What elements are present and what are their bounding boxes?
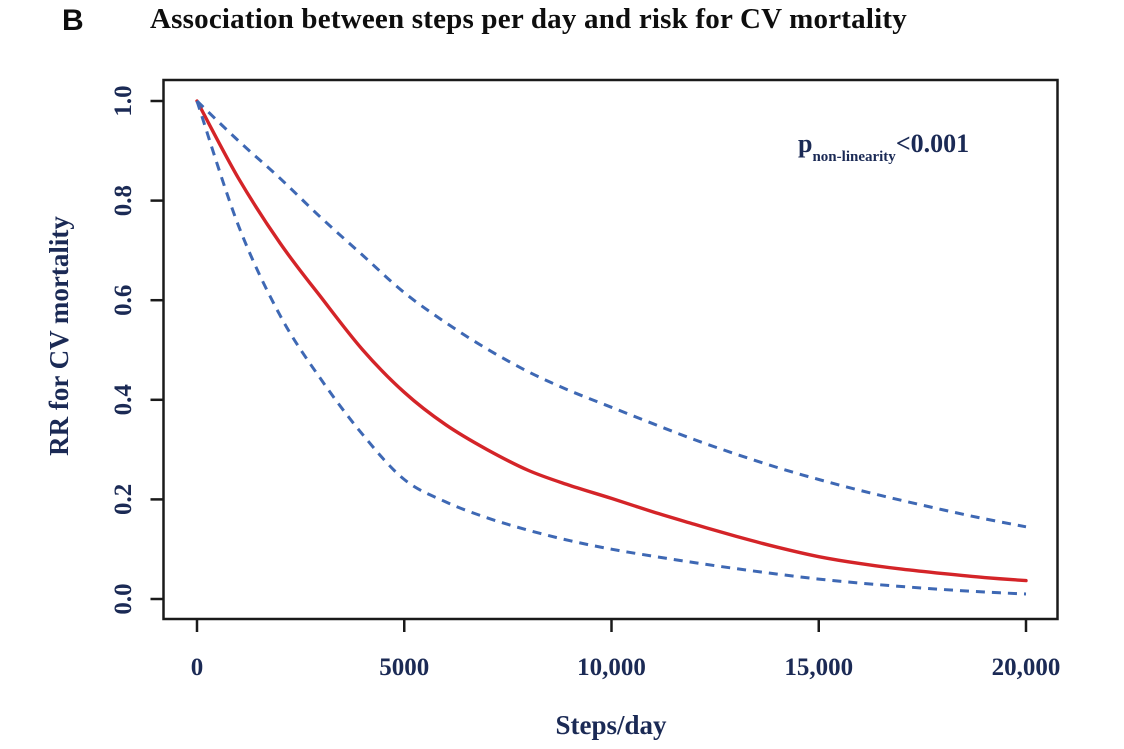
y-tick-label-0.0: 0.0	[110, 583, 137, 614]
annotation-prefix: p	[798, 129, 812, 158]
x-tick-label-0: 0	[191, 654, 204, 681]
y-tick-label-0.8: 0.8	[110, 185, 137, 216]
series-lower-95-ci-line	[195, 100, 1027, 596]
annotation-value: <0.001	[896, 129, 969, 158]
y-tick-label-0.4: 0.4	[110, 384, 137, 416]
plot-frame	[162, 78, 1059, 621]
y-tick-label-1.0: 1.0	[110, 85, 137, 116]
series-rr-point-estimate-line	[195, 99, 1028, 583]
y-tick-label-0.2: 0.2	[110, 484, 137, 515]
panel-label: B	[62, 4, 84, 37]
annotation-subscript: non-linearity	[812, 149, 896, 165]
series-curves	[195, 99, 1028, 596]
x-tick-label-15000: 15,000	[784, 654, 853, 681]
chart-title: Association between steps per day and ri…	[150, 3, 907, 35]
x-tick-label-10000: 10,000	[577, 654, 646, 681]
y-axis-title: RR for CV mortality	[44, 216, 74, 456]
p-nonlinearity-annotation: pnon-linearity<0.001	[798, 129, 969, 165]
x-tick-label-20000: 20,000	[992, 654, 1061, 681]
tick-marks	[150, 99, 1028, 632]
x-tick-label-5000: 5000	[379, 654, 429, 681]
series-upper-95-ci-line	[195, 99, 1027, 529]
x-axis-title: Steps/day	[555, 710, 667, 740]
y-tick-label-0.6: 0.6	[110, 285, 137, 316]
